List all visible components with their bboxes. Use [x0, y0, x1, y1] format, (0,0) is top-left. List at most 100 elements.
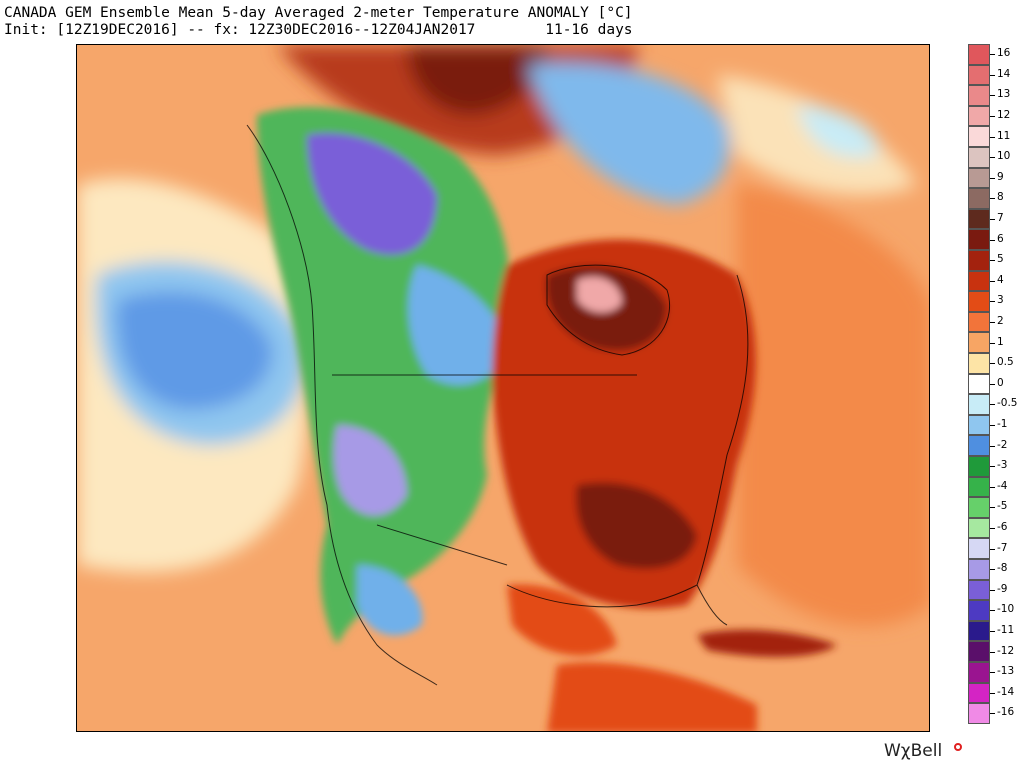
- wxbell-logo-mark-icon: [954, 743, 962, 751]
- southeast-us-very-warm: [576, 482, 697, 569]
- legend-swatch: [968, 291, 990, 312]
- atlantic-warm: [737, 185, 929, 626]
- legend-tick: [990, 383, 995, 385]
- legend-item: -4: [968, 476, 1024, 498]
- legend-label: 6: [997, 232, 1004, 245]
- legend-tick: [990, 466, 995, 468]
- pacific-cold-core: [116, 291, 273, 410]
- hudson-bay-outline: [546, 264, 671, 356]
- legend-label: 9: [997, 170, 1004, 183]
- legend-item: 9: [968, 167, 1024, 189]
- legend-label: 8: [997, 191, 1004, 204]
- legend-swatch: [968, 373, 990, 395]
- legend-label: -3: [997, 459, 1008, 472]
- legend-swatch: [968, 270, 990, 292]
- legend-tick: [990, 692, 995, 694]
- legend-item: 0: [968, 373, 1024, 395]
- gulf-warm: [507, 584, 617, 656]
- legend-tick: [990, 54, 995, 56]
- legend-tick: [990, 157, 995, 159]
- legend-swatch: [968, 641, 990, 662]
- legend-tick: [990, 342, 995, 344]
- legend-swatch: [968, 497, 990, 518]
- legend-swatch: [968, 579, 990, 601]
- legend-swatch: [968, 332, 990, 353]
- legend-item: -3: [968, 456, 1024, 477]
- central-america-warm: [547, 662, 757, 731]
- legend-label: -4: [997, 479, 1008, 492]
- legend-item: 6: [968, 229, 1024, 250]
- arctic-deep-warm: [407, 45, 547, 115]
- legend-tick: [990, 651, 995, 653]
- legend-label: -8: [997, 562, 1008, 575]
- init-forecast-line: Init: [12Z19DEC2016] -- fx: 12Z30DEC2016…: [4, 22, 633, 38]
- legend-item: 11: [968, 126, 1024, 147]
- legend-item: -7: [968, 538, 1024, 559]
- legend-tick: [990, 239, 995, 241]
- legend-item: 16: [968, 44, 1024, 65]
- legend-tick: [990, 672, 995, 674]
- legend-label: 14: [997, 67, 1011, 80]
- legend-tick: [990, 74, 995, 76]
- anomaly-map: [76, 44, 930, 732]
- legend-item: -6: [968, 517, 1024, 539]
- legend-label: -5: [997, 500, 1008, 513]
- legend-item: -2: [968, 435, 1024, 456]
- legend-swatch: [968, 229, 990, 250]
- legend-label: -11: [997, 624, 1015, 637]
- legend-tick: [990, 363, 995, 365]
- legend-item: 10: [968, 147, 1024, 168]
- color-legend: 16 14 13 12 11 10 9 8 7 6 5 4 3 2 1 0.5 0 -0.5 -1 -2 -3 -4 -5 -…: [968, 44, 1024, 724]
- legend-item: -14: [968, 682, 1024, 704]
- legend-swatch: [968, 456, 990, 477]
- legend-label: 7: [997, 212, 1004, 225]
- legend-tick: [990, 713, 995, 715]
- gulf-coast-outline: [506, 584, 698, 608]
- legend-label: 1: [997, 335, 1004, 348]
- legend-swatch: [968, 188, 990, 209]
- legend-item: 0.5: [968, 353, 1024, 374]
- legend-swatch: [968, 147, 990, 168]
- legend-item: 3: [968, 291, 1024, 312]
- legend-item: -12: [968, 641, 1024, 662]
- legend-item: -8: [968, 559, 1024, 580]
- legend-item: -11: [968, 620, 1024, 642]
- legend-swatch: [968, 250, 990, 271]
- greenland: [527, 62, 730, 205]
- legend-tick: [990, 301, 995, 303]
- western-cold-anomaly: [257, 107, 511, 645]
- legend-swatch: [968, 600, 990, 621]
- legend-swatch: [968, 620, 990, 642]
- legend-swatch: [968, 476, 990, 498]
- legend-item: 1: [968, 332, 1024, 353]
- legend-label: -16: [997, 706, 1015, 719]
- legend-tick: [990, 116, 995, 118]
- caribbean-islands-warm: [697, 629, 837, 657]
- legend-swatch: [968, 394, 990, 415]
- legend-label: 0.5: [997, 356, 1014, 369]
- legend-tick: [990, 445, 995, 447]
- legend-label: -14: [997, 685, 1015, 698]
- legend-item: 2: [968, 311, 1024, 333]
- wxbell-logo: WχBell: [884, 741, 943, 761]
- legend-label: -1: [997, 418, 1008, 431]
- legend-item: 14: [968, 64, 1024, 86]
- legend-swatch: [968, 559, 990, 580]
- legend-label: -6: [997, 521, 1008, 534]
- legend-swatch: [968, 682, 990, 704]
- legend-label: -2: [997, 438, 1008, 451]
- legend-swatch: [968, 311, 990, 333]
- legend-tick: [990, 322, 995, 324]
- legend-label: 0: [997, 376, 1004, 389]
- legend-tick: [990, 528, 995, 530]
- eastern-warm-anomaly: [492, 239, 756, 609]
- legend-swatch: [968, 435, 990, 456]
- legend-tick: [990, 486, 995, 488]
- legend-item: -10: [968, 600, 1024, 621]
- legend-tick: [990, 136, 995, 138]
- alaska-yukon-very-cold: [307, 133, 437, 255]
- north-atlantic-cool-patch: [797, 105, 879, 158]
- us-mexico-border: [376, 524, 508, 566]
- legend-swatch: [968, 538, 990, 559]
- legend-label: 11: [997, 129, 1011, 142]
